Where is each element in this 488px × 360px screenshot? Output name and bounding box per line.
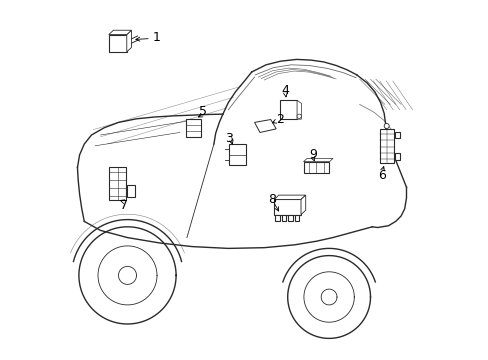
Bar <box>275 215 279 220</box>
Polygon shape <box>301 195 305 215</box>
Polygon shape <box>296 100 301 119</box>
Circle shape <box>384 123 388 129</box>
Bar <box>279 100 296 119</box>
Bar <box>127 185 135 197</box>
Bar <box>228 144 245 165</box>
Bar <box>109 167 126 200</box>
Text: 7: 7 <box>120 199 128 212</box>
Text: 6: 6 <box>377 169 385 182</box>
Circle shape <box>296 114 301 118</box>
Text: 9: 9 <box>308 148 316 161</box>
Bar <box>303 162 329 173</box>
Bar <box>379 129 393 163</box>
Bar <box>394 153 399 160</box>
Bar <box>274 199 301 215</box>
Polygon shape <box>254 120 276 132</box>
Text: 4: 4 <box>281 84 289 97</box>
Polygon shape <box>108 30 131 35</box>
Text: 5: 5 <box>199 105 207 118</box>
Polygon shape <box>274 195 305 199</box>
Bar <box>288 215 292 220</box>
Bar <box>394 132 399 138</box>
Bar <box>186 119 200 137</box>
Text: 3: 3 <box>224 132 232 145</box>
Bar <box>282 215 285 220</box>
Polygon shape <box>303 158 332 162</box>
Bar <box>108 35 126 52</box>
Text: 1: 1 <box>152 31 160 44</box>
Bar <box>294 215 299 220</box>
Text: 2: 2 <box>276 113 284 126</box>
Polygon shape <box>126 30 131 52</box>
Text: 8: 8 <box>268 193 276 206</box>
